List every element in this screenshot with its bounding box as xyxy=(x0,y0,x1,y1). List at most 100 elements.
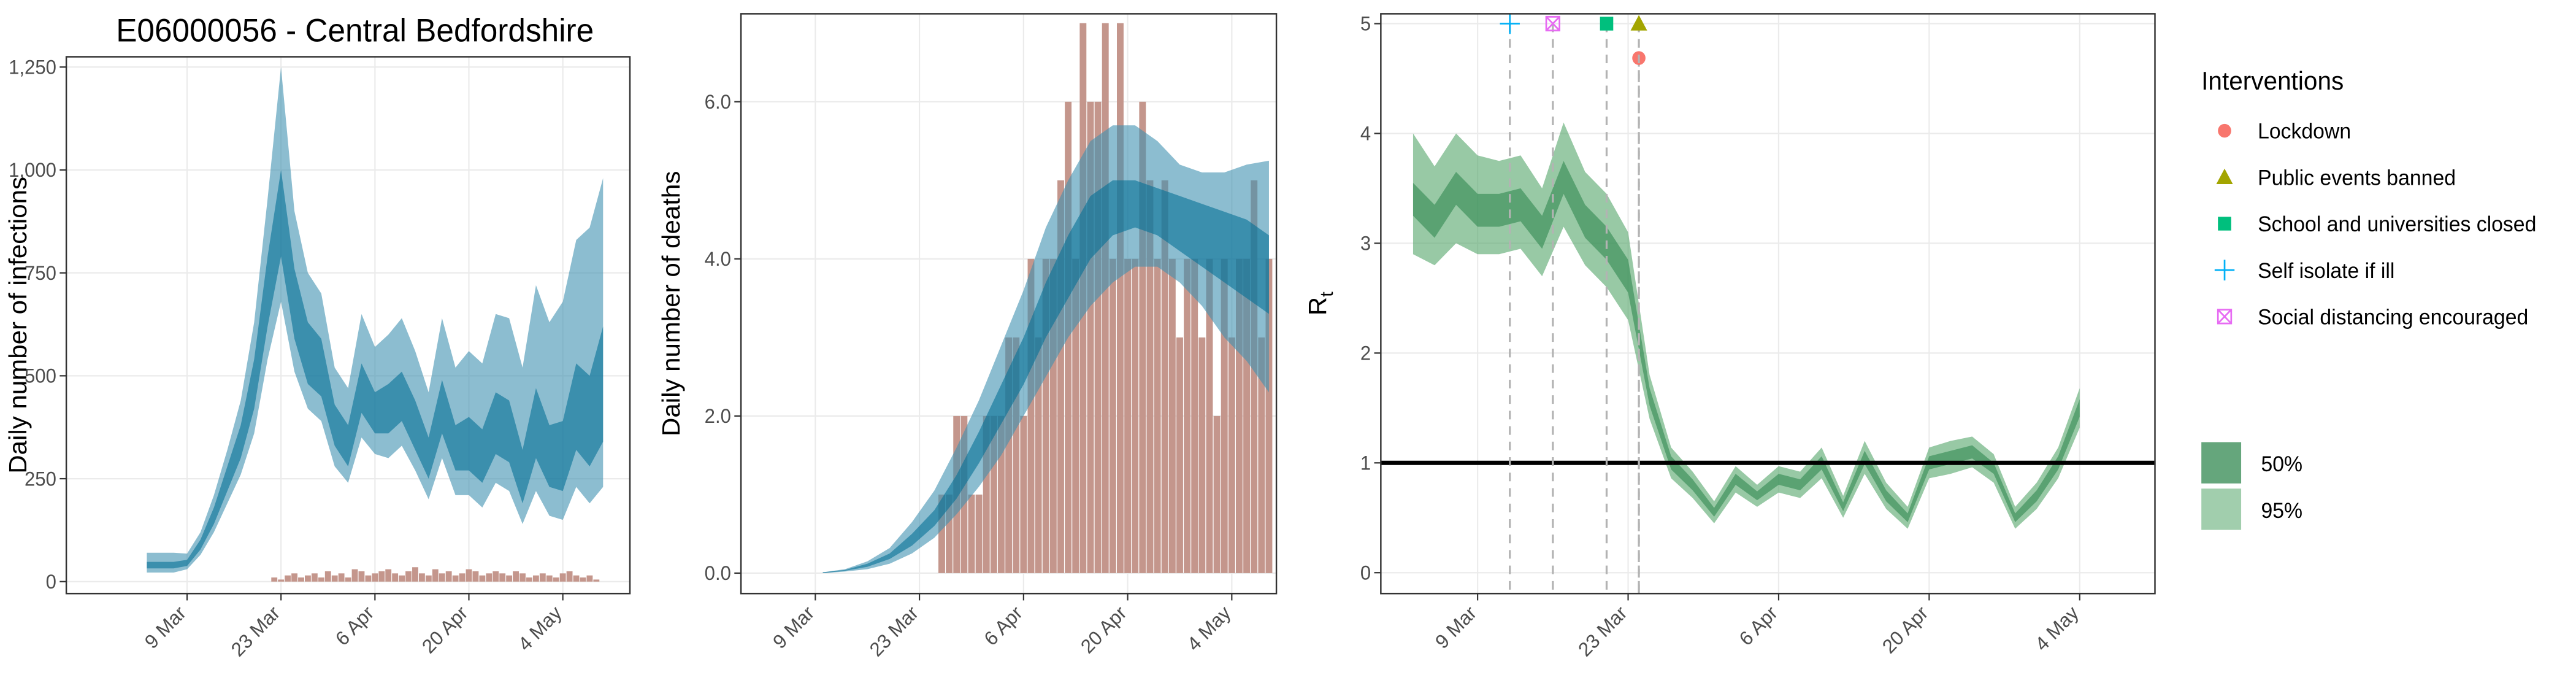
y-axis-title-text: Daily number of deaths xyxy=(657,171,685,436)
bar xyxy=(1005,337,1013,573)
bar xyxy=(1139,101,1146,573)
y-tick-label: 2 xyxy=(1360,342,1371,365)
y-tick-label: 250 xyxy=(25,468,56,490)
legend-title: Interventions xyxy=(2201,66,2344,95)
x-tick-label: 20 Apr xyxy=(1076,601,1131,658)
bar xyxy=(1251,180,1258,573)
marker-square xyxy=(1600,17,1614,31)
bar xyxy=(1057,180,1064,573)
legend-label: Public events banned xyxy=(2258,166,2456,190)
x-tick-label: 9 Mar xyxy=(1431,601,1481,654)
bar xyxy=(1102,23,1109,573)
legend-key xyxy=(2201,488,2242,530)
bar xyxy=(1191,258,1198,573)
bar xyxy=(1027,258,1035,573)
x-tick-label: 9 Mar xyxy=(140,601,190,654)
bar xyxy=(439,573,445,582)
x-tick-label: 6 Apr xyxy=(331,601,378,650)
bar xyxy=(324,571,331,582)
band xyxy=(822,125,1269,573)
y-axis-title-text: Daily number of infections xyxy=(4,177,32,474)
marker-triangle xyxy=(2216,168,2233,184)
y-tick-label: 1,250 xyxy=(9,56,56,79)
bar xyxy=(445,571,452,582)
legend-label: 95% xyxy=(2261,499,2302,523)
bar xyxy=(1013,337,1020,573)
bar xyxy=(493,571,499,582)
bar xyxy=(1094,101,1102,573)
panel-border xyxy=(65,56,631,595)
bar xyxy=(486,573,493,582)
x-tick-label: 20 Apr xyxy=(1878,601,1933,658)
y-tick-label: 750 xyxy=(25,261,56,284)
legend-label: 50% xyxy=(2261,453,2302,477)
x-tick-label: 6 Apr xyxy=(979,601,1027,650)
bar xyxy=(345,577,351,582)
band xyxy=(1413,161,2080,522)
bar xyxy=(271,577,278,582)
y-tick-label: 0.0 xyxy=(705,562,731,585)
y-tick-label: 1 xyxy=(1360,452,1371,474)
bar xyxy=(1154,258,1161,573)
bar xyxy=(459,573,466,582)
marker xyxy=(2218,217,2231,231)
y-axis-title-subscript: t xyxy=(1317,291,1336,297)
y-axis-title-text: R xyxy=(1304,297,1332,315)
marker-cross xyxy=(2217,309,2232,325)
bar xyxy=(418,573,425,582)
bar xyxy=(1042,258,1049,573)
x-tick-label: 4 May xyxy=(514,601,566,655)
bar xyxy=(479,575,486,582)
legend-label: School and universities closed xyxy=(2258,213,2536,237)
bar xyxy=(546,575,553,582)
bar xyxy=(580,577,586,582)
bar xyxy=(318,577,324,582)
bar xyxy=(1146,180,1154,573)
bar xyxy=(1221,258,1228,573)
x-tick-label: 4 May xyxy=(2031,601,2083,655)
bar xyxy=(1176,337,1183,573)
bar xyxy=(1161,180,1168,573)
legend-label: Lockdown xyxy=(2258,120,2351,144)
bar xyxy=(1049,258,1057,573)
y-tick-label: 5 xyxy=(1360,12,1371,35)
x-tick-label: 23 Mar xyxy=(1574,601,1631,661)
bar xyxy=(938,494,945,573)
bar xyxy=(1206,258,1213,573)
bar xyxy=(975,494,983,573)
x-tick-label: 6 Apr xyxy=(1735,601,1782,650)
bar xyxy=(1184,258,1191,573)
bar xyxy=(405,571,412,582)
y-tick-label: 0 xyxy=(46,570,56,593)
bar xyxy=(432,569,439,582)
marker-box xyxy=(1545,15,1560,32)
legend-key xyxy=(2201,442,2242,484)
marker-square xyxy=(2218,217,2231,231)
x-tick-label: 4 May xyxy=(1183,601,1235,655)
panel-border xyxy=(1380,13,2156,595)
marker xyxy=(2214,260,2235,280)
y-axis-title: Daily number of infections xyxy=(4,177,32,474)
bar xyxy=(1020,415,1027,573)
bar xyxy=(1072,258,1079,573)
bar xyxy=(291,573,297,582)
x-tick-label: 9 Mar xyxy=(769,601,818,654)
marker xyxy=(1545,15,1560,32)
bar xyxy=(586,575,593,582)
bar xyxy=(946,494,953,573)
y-axis-title: Daily number of deaths xyxy=(657,171,685,436)
bar xyxy=(331,575,338,582)
bar xyxy=(305,575,311,582)
bar xyxy=(1117,23,1124,573)
bar xyxy=(1228,337,1235,573)
bar xyxy=(1132,258,1139,573)
band xyxy=(822,180,1269,573)
marker xyxy=(2216,168,2233,184)
bar xyxy=(285,575,291,582)
y-tick-label: 2.0 xyxy=(705,405,731,428)
bar xyxy=(372,573,378,582)
marker-circle xyxy=(2218,123,2231,138)
y-tick-label: 6.0 xyxy=(705,90,731,113)
bar xyxy=(990,415,997,573)
